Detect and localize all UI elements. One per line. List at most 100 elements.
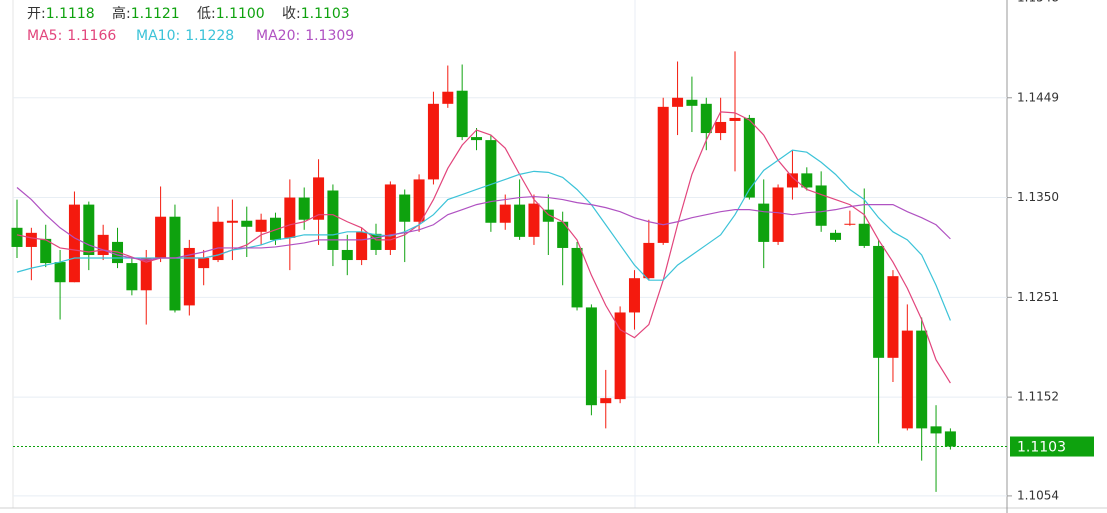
candle-body	[786, 173, 798, 188]
candle-body	[370, 233, 382, 250]
legend-value: 1.1228	[185, 28, 234, 44]
candles	[11, 51, 956, 492]
ohlc-label: 开:	[27, 6, 46, 22]
candle-body	[54, 262, 66, 283]
ohlc-label: 低:	[197, 6, 216, 22]
legend-value: 1.1166	[67, 28, 116, 44]
ohlc-item: 高:1.1121	[112, 5, 180, 22]
candle-body	[241, 220, 253, 227]
candle-body	[169, 216, 181, 311]
candle-body	[887, 276, 899, 358]
ohlc-item: 开:1.1118	[27, 6, 95, 22]
candle-body	[40, 238, 52, 264]
candle-body	[25, 232, 37, 247]
ohlc-label: 收:	[282, 6, 301, 22]
candle-body	[643, 242, 655, 279]
candle-body	[140, 258, 152, 291]
legend-item: MA5: 1.1166	[27, 28, 116, 44]
candle-body	[758, 203, 770, 242]
candle-body	[729, 117, 741, 121]
ohlc-label: 高:	[112, 5, 131, 22]
last-price-label: 1.1103	[1017, 440, 1066, 456]
candle-body	[571, 247, 583, 308]
candle-body	[815, 185, 827, 226]
candle-body	[226, 220, 238, 223]
ohlc-item: 低:1.1100	[197, 6, 265, 22]
candle-body	[844, 223, 856, 225]
candle-body	[155, 216, 167, 259]
candle-body	[442, 91, 454, 104]
candle-body	[944, 431, 956, 447]
candle-body	[255, 219, 267, 232]
candle-body	[557, 221, 569, 248]
candle-body	[772, 187, 784, 242]
y-tick-label: 1.1449	[1017, 90, 1059, 104]
candle-body	[485, 140, 497, 223]
candle-body	[628, 278, 640, 313]
candle-body	[614, 312, 626, 400]
candle-body	[657, 106, 669, 243]
candle-body	[585, 307, 597, 406]
candle-body	[743, 117, 755, 198]
candle-body	[212, 221, 224, 261]
candle-body	[427, 103, 439, 180]
legend-item: MA20: 1.1309	[256, 28, 354, 44]
legend-item: MA10: 1.1228	[136, 28, 234, 44]
y-tick-label: 1.1054	[1017, 488, 1059, 502]
candle-body	[499, 204, 511, 223]
legend-value: 1.1309	[305, 28, 354, 44]
candle-body	[183, 247, 195, 306]
ohlc-value: 1.1121	[131, 6, 180, 22]
candle-body	[83, 204, 95, 256]
candle-body	[327, 190, 339, 250]
candle-body	[313, 177, 325, 220]
candle-body	[901, 330, 913, 429]
y-tick-label: 1.1548	[1017, 0, 1059, 4]
y-tick-label: 1.1251	[1017, 290, 1059, 304]
candle-body	[916, 330, 928, 429]
candle-body	[68, 204, 80, 283]
candle-body	[700, 103, 712, 134]
candle-body	[528, 203, 540, 237]
candle-body	[686, 99, 698, 106]
candle-body	[413, 179, 425, 222]
ohlc-value: 1.1103	[301, 6, 350, 22]
candle-body	[198, 258, 210, 269]
candle-body	[672, 97, 684, 107]
candle-body	[514, 204, 526, 237]
ma-lines	[16, 111, 951, 384]
legend-name: MA20:	[256, 28, 300, 44]
candle-body	[384, 184, 396, 250]
candle-body	[471, 137, 483, 141]
candle-body	[715, 121, 727, 134]
candle-body	[284, 197, 296, 238]
legend-name: MA10:	[136, 28, 180, 44]
candle-body	[269, 217, 281, 240]
candle-body	[542, 209, 554, 222]
ohlc-value: 1.1100	[216, 6, 265, 22]
candle-body	[126, 263, 138, 291]
candle-body	[830, 232, 842, 240]
candle-body	[858, 223, 870, 246]
candle-body	[930, 426, 942, 434]
ohlc-item: 收:1.1103	[282, 6, 350, 22]
candle-body	[801, 173, 813, 188]
candle-body	[341, 249, 353, 261]
ohlc-value: 1.1118	[46, 6, 95, 22]
grid: 1.1054 1.1152 1.1251 1.1350 1.1449 1.1548	[13, 0, 1059, 502]
ma-line	[16, 187, 951, 261]
candle-body	[600, 398, 612, 404]
candle-body	[298, 197, 310, 220]
legend-name: MA5:	[27, 28, 62, 44]
legend: 开:1.1118 高:1.1121 低:1.1100 收:1.1103 MA5: 1.11…	[27, 5, 354, 44]
candle-body	[873, 245, 885, 358]
y-tick-label: 1.1350	[1017, 190, 1059, 204]
y-tick-label: 1.1152	[1017, 390, 1059, 404]
candle-body	[356, 231, 368, 261]
candle-body	[456, 90, 468, 138]
overlay: 1.1103	[13, 436, 1094, 457]
candle-body	[399, 194, 411, 222]
candle-body	[97, 234, 109, 256]
